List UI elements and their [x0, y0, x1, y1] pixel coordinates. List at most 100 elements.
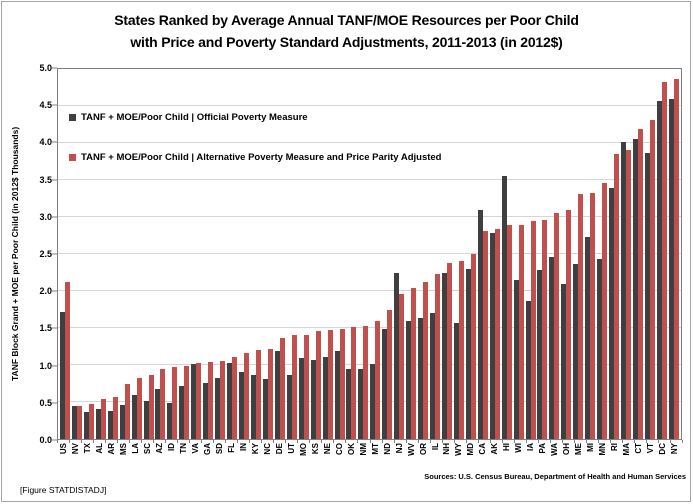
x-axis-label: AK	[490, 443, 500, 455]
x-label-cell: WV	[406, 443, 418, 469]
x-axis-label: NJ	[394, 443, 404, 454]
x-label-cell: RI	[609, 443, 621, 469]
y-tick-label: 4.5	[39, 100, 52, 111]
x-tick-mark	[621, 440, 623, 443]
x-tick-mark	[357, 440, 359, 443]
x-label-cell: KS	[310, 443, 322, 469]
bar	[131, 394, 137, 439]
bar-group-nh	[441, 69, 453, 439]
x-axis-label: NV	[70, 443, 80, 455]
x-axis-label: ID	[166, 443, 176, 451]
x-axis-label: TN	[178, 443, 188, 454]
y-axis-title: TANF Block Grand + MOE per Poor Child (i…	[10, 126, 20, 382]
bar-group-pa	[537, 69, 549, 439]
bar	[339, 328, 345, 439]
bar	[661, 81, 667, 439]
x-label-cell: NY	[669, 443, 681, 469]
bar	[585, 236, 591, 439]
x-label-cell: MD	[465, 443, 477, 469]
x-label-cell: UT	[286, 443, 298, 469]
x-label-cell: AR	[106, 443, 118, 469]
x-tick-mark	[237, 440, 239, 443]
bar-group-al	[95, 69, 107, 439]
bar-group-sc	[143, 69, 155, 439]
x-tick-mark	[261, 440, 263, 443]
bar	[310, 359, 316, 439]
x-tick-mark	[249, 440, 251, 443]
y-tick-label: 1.0	[39, 360, 52, 371]
bar	[298, 358, 304, 439]
y-axis-tick-marks	[52, 67, 57, 441]
bar	[143, 400, 149, 439]
x-tick-mark	[441, 440, 443, 443]
x-axis-label: NC	[262, 443, 272, 455]
bar	[155, 389, 161, 439]
x-axis-label: WI	[514, 443, 524, 453]
x-label-cell: NM	[358, 443, 370, 469]
y-tick-mark	[52, 327, 57, 329]
bar	[482, 231, 488, 439]
bar-group-mt	[369, 69, 381, 439]
x-tick-mark	[369, 440, 371, 443]
bar	[430, 313, 436, 439]
x-axis-label: AL	[94, 443, 104, 454]
bar	[267, 348, 273, 439]
x-label-cell: CT	[633, 443, 645, 469]
bar	[167, 402, 173, 439]
x-axis-label: AZ	[154, 443, 164, 454]
x-axis-label: VA	[190, 443, 200, 454]
bar-group-vt	[644, 69, 656, 439]
x-axis-label: IA	[526, 443, 536, 451]
x-tick-mark	[633, 440, 635, 443]
x-label-cell: MI	[585, 443, 597, 469]
x-label-cell: ID	[166, 443, 178, 469]
x-axis-label: WA	[550, 443, 560, 456]
x-axis-label: KY	[250, 443, 260, 455]
x-label-cell: DC	[657, 443, 669, 469]
bar	[453, 322, 459, 439]
bar	[191, 364, 197, 439]
bar	[303, 334, 309, 439]
x-tick-mark	[501, 440, 503, 443]
bar	[561, 283, 567, 439]
bar-group-me	[572, 69, 584, 439]
x-label-cell: IA	[525, 443, 537, 469]
x-axis-label: TX	[82, 443, 92, 454]
bar-group-ca	[477, 69, 489, 439]
bar	[112, 396, 118, 439]
bar	[668, 99, 674, 439]
x-label-cell: SD	[214, 443, 226, 469]
x-axis-label: OR	[418, 443, 428, 455]
bar	[327, 330, 333, 439]
plot-area	[57, 68, 682, 440]
x-axis-label: MI	[586, 443, 596, 452]
x-tick-mark	[573, 440, 575, 443]
x-tick-mark	[297, 440, 299, 443]
x-axis-label: NY	[670, 443, 680, 455]
x-axis-label: SD	[214, 443, 224, 455]
bar	[100, 399, 106, 439]
bar	[470, 254, 476, 439]
y-tick-label: 5.0	[39, 63, 52, 73]
chart-title: States Ranked by Average Annual TANF/MOE…	[0, 9, 693, 53]
bar-group-nv	[71, 69, 83, 439]
legend-swatch-official-icon	[69, 114, 76, 121]
y-tick-label: 1.5	[39, 323, 52, 334]
x-label-cell: MO	[298, 443, 310, 469]
gridline	[58, 216, 681, 217]
x-tick-mark	[477, 440, 479, 443]
bar	[566, 210, 572, 439]
x-tick-mark	[525, 440, 527, 443]
bar	[148, 374, 154, 439]
x-axis-label: US	[58, 443, 68, 455]
x-axis-label: OH	[562, 443, 572, 455]
x-tick-mark	[381, 440, 383, 443]
bar	[232, 356, 238, 439]
bar-group-ny	[668, 69, 680, 439]
bar	[494, 228, 500, 439]
x-tick-mark	[165, 440, 167, 443]
x-axis-label: VT	[646, 443, 656, 454]
bar-group-ak	[489, 69, 501, 439]
bar-group-oh	[560, 69, 572, 439]
x-axis-label: OK	[346, 443, 356, 455]
